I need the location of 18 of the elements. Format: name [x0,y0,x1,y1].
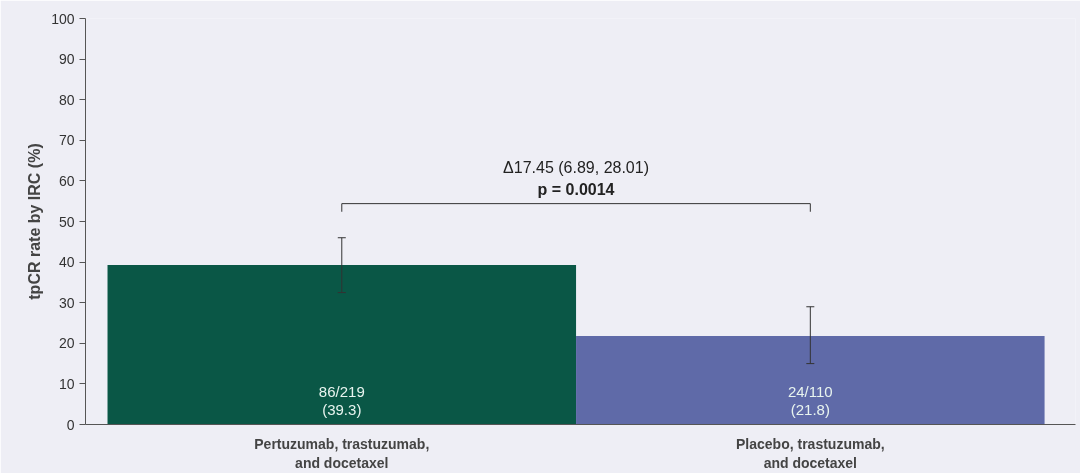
y-tick-label: 100 [51,10,75,27]
x-tick-label: Pertuzumab, trastuzumab, and docetaxel [254,435,430,471]
y-tick-label: 20 [58,335,75,352]
y-tick-label: 30 [58,294,75,311]
x-tick-label: Placebo, trastuzumab, and docetaxel [736,435,885,471]
y-tick-label: 0 [66,416,75,433]
y-tick-label: 70 [58,132,75,149]
y-tick-label: 50 [58,213,75,230]
y-tick-label: 60 [58,172,75,189]
y-tick-label: 10 [58,375,75,392]
data-label: 24/110 (21.8) [787,382,833,419]
y-tick-label: 80 [58,91,75,108]
annotation: Δ17.45 (6.89, 28.01) [503,159,650,177]
data-label: 86/219 (39.3) [318,382,365,419]
y-tick-label: 40 [58,254,75,271]
annotation: p = 0.0014 [537,180,615,198]
y-tick-label: 90 [58,51,75,68]
y-axis-title: tpCR rate by IRC (%) [26,143,44,300]
